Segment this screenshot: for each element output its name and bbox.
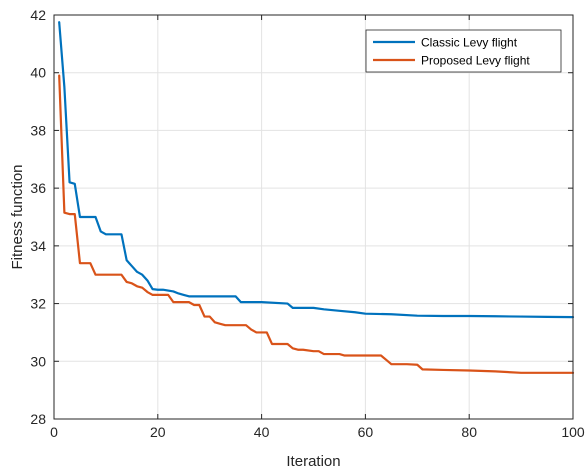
legend-label-classic: Classic Levy flight <box>421 36 518 50</box>
legend-label-proposed: Proposed Levy flight <box>421 54 530 68</box>
x-tick-label: 80 <box>461 424 477 440</box>
y-tick-label: 28 <box>30 411 46 427</box>
x-tick-label: 20 <box>150 424 166 440</box>
plot-frame <box>53 14 574 420</box>
y-tick-label: 30 <box>30 353 46 369</box>
y-tick-label: 40 <box>30 65 46 81</box>
axis-ticks <box>53 14 574 420</box>
grid-lines <box>54 15 573 419</box>
series-line-proposed <box>58 74 575 374</box>
series-line-classic <box>58 21 575 319</box>
series-layer <box>58 21 575 374</box>
x-tick-label: 0 <box>50 424 58 440</box>
tick-labels: 0 20 40 60 80 100 28 30 32 34 36 38 40 42 <box>30 7 584 440</box>
legend: Classic Levy flight Proposed Levy flight <box>365 29 562 73</box>
y-axis-label: Fitness function <box>9 164 26 269</box>
legend-box <box>365 29 562 73</box>
y-tick-label: 34 <box>30 238 46 254</box>
x-axis-label: Iteration <box>286 453 340 470</box>
y-tick-label: 42 <box>30 7 46 23</box>
x-tick-label: 100 <box>561 424 585 440</box>
y-tick-label: 38 <box>30 122 46 138</box>
x-tick-label: 40 <box>254 424 270 440</box>
plot-background <box>54 15 573 419</box>
y-tick-label: 32 <box>30 296 46 312</box>
x-tick-label: 60 <box>358 424 374 440</box>
y-tick-label: 36 <box>30 180 46 196</box>
